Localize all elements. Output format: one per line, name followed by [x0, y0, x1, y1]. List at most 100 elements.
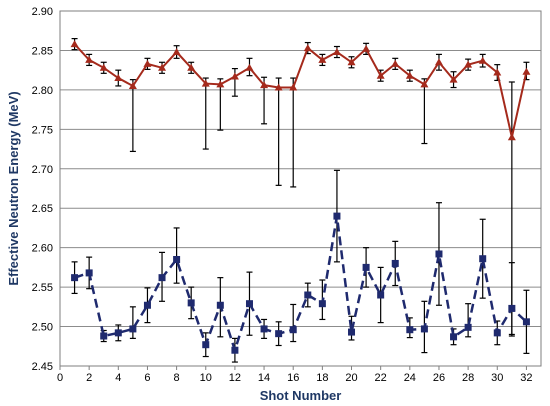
- data-point: [289, 83, 298, 91]
- data-point: [333, 212, 341, 220]
- data-point: [522, 67, 531, 75]
- data-point: [464, 323, 472, 331]
- data-point: [406, 326, 414, 334]
- data-point: [362, 263, 370, 271]
- x-tick-label: 22: [375, 372, 387, 384]
- x-tick-label: 20: [345, 372, 357, 384]
- data-point: [391, 59, 400, 67]
- data-point: [260, 325, 268, 333]
- x-tick-label: 26: [433, 372, 445, 384]
- data-point: [435, 250, 443, 258]
- data-point: [216, 301, 224, 309]
- y-tick-label: 2.60: [32, 243, 53, 255]
- data-point: [230, 72, 239, 80]
- data-point: [245, 63, 254, 71]
- data-point: [449, 75, 458, 83]
- data-point: [187, 299, 195, 307]
- data-point: [260, 81, 269, 89]
- data-point: [434, 58, 443, 66]
- data-point: [100, 332, 108, 340]
- data-point: [450, 333, 458, 341]
- x-tick-label: 8: [174, 372, 180, 384]
- y-tick-label: 2.70: [32, 164, 53, 176]
- y-tick-labels: 2.45 2.50 2.55 2.60 2.65 2.70 2.75 2.80 2.85 2.90: [32, 6, 53, 373]
- data-point: [508, 304, 516, 312]
- data-point: [478, 56, 487, 64]
- x-tick-label: 0: [57, 372, 63, 384]
- x-tick-labels: 0 2 4 6 8 10 12 14 16 18 20 22 24 26 28 30 32: [57, 366, 533, 384]
- y-tick-label: 2.80: [32, 85, 53, 97]
- data-point: [202, 341, 210, 349]
- x-tick-label: 24: [404, 372, 416, 384]
- data-point: [128, 81, 137, 89]
- data-point: [143, 59, 152, 67]
- x-axis-title: Shot Number: [260, 388, 342, 403]
- data-point: [172, 48, 181, 56]
- data-point: [493, 68, 502, 76]
- series-2: [71, 169, 530, 363]
- data-point: [522, 318, 530, 326]
- series-line: [74, 215, 528, 355]
- x-tick-label: 30: [491, 372, 503, 384]
- data-point: [507, 133, 516, 141]
- data-point: [493, 329, 501, 337]
- data-point: [362, 44, 371, 52]
- x-tick-label: 4: [115, 372, 121, 384]
- data-point: [405, 71, 414, 79]
- y-tick-label: 2.50: [32, 322, 53, 334]
- data-point: [303, 44, 312, 52]
- y-tick-label: 2.65: [32, 203, 53, 215]
- data-point: [173, 256, 181, 263]
- data-point: [376, 71, 385, 79]
- data-point: [274, 83, 283, 91]
- data-point: [377, 291, 385, 299]
- y-axis-title: Effective Neutron Energy (MeV): [6, 91, 21, 285]
- plot-area-frame: [59, 10, 542, 367]
- x-tick-label: 12: [229, 372, 241, 384]
- data-point: [391, 259, 399, 267]
- data-point: [114, 74, 123, 82]
- x-tick-label: 10: [200, 372, 212, 384]
- x-tick-label: 2: [86, 372, 92, 384]
- data-point: [129, 325, 137, 333]
- data-point: [245, 300, 253, 308]
- data-point: [420, 80, 429, 88]
- data-point: [318, 55, 327, 63]
- y-tick-label: 2.45: [32, 361, 53, 373]
- y-tick-label: 2.90: [32, 6, 53, 18]
- data-point: [143, 301, 151, 309]
- data-point: [464, 60, 473, 68]
- data-point: [71, 274, 79, 282]
- data-point: [187, 63, 196, 71]
- data-point: [85, 55, 94, 63]
- data-point: [332, 48, 341, 56]
- x-tick-label: 28: [462, 372, 474, 384]
- data-point: [347, 58, 356, 66]
- x-tick-label: 18: [316, 372, 328, 384]
- data-point: [201, 79, 210, 87]
- data-point: [99, 63, 108, 71]
- x-tick-label: 32: [520, 372, 532, 384]
- x-tick-label: 14: [258, 372, 270, 384]
- data-point: [420, 325, 428, 333]
- data-point: [114, 329, 122, 337]
- data-point: [158, 63, 167, 71]
- y-tick-label: 2.75: [32, 124, 53, 136]
- data-point: [304, 291, 312, 299]
- data-point: [348, 328, 356, 336]
- data-point: [70, 40, 79, 48]
- data-point: [289, 326, 297, 334]
- data-point: [318, 300, 326, 308]
- x-tick-label: 6: [144, 372, 150, 384]
- x-tick-label: 16: [287, 372, 299, 384]
- data-point: [231, 346, 239, 354]
- data-point: [158, 274, 166, 282]
- y-tick-label: 2.85: [32, 45, 53, 57]
- data-point: [85, 269, 93, 277]
- y-tick-label: 2.55: [32, 282, 53, 294]
- series-1: [70, 38, 531, 336]
- data-point: [275, 330, 283, 338]
- data-point: [216, 80, 225, 88]
